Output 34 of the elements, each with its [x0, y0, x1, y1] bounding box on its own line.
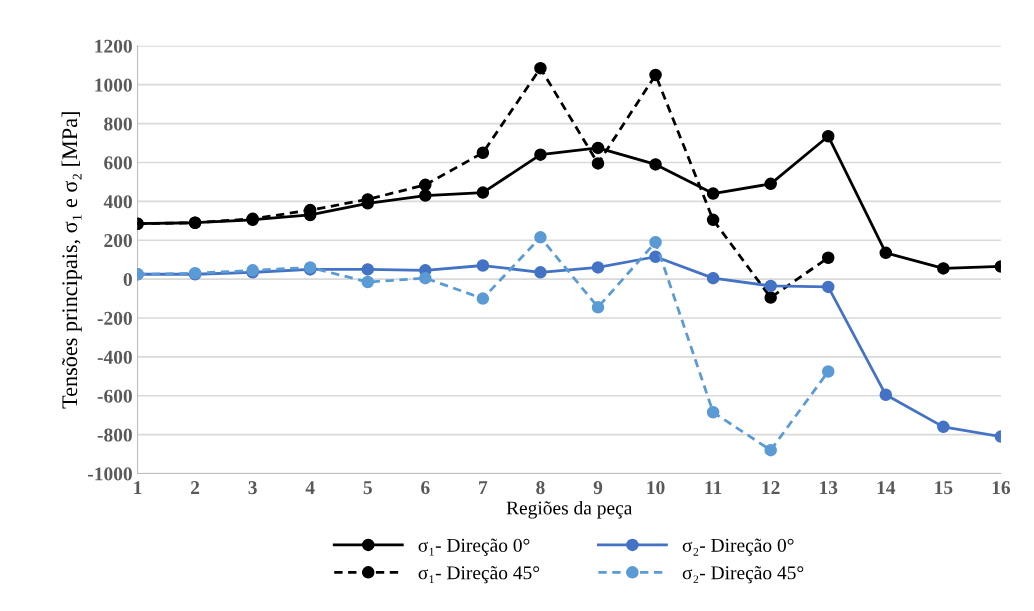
x-tick-label: 13 [820, 481, 838, 495]
y-tick-label: -200 [97, 311, 132, 325]
y-tick-label: -800 [97, 428, 132, 442]
x-tick-label: 10 [647, 481, 665, 495]
y-tick-label: -600 [97, 389, 132, 403]
legend-label: σ₁- Direção 45° [418, 566, 540, 584]
x-tick-label: 12 [762, 481, 780, 494]
x-tick-label: 8 [536, 481, 545, 495]
y-tick-label: 200 [104, 234, 132, 248]
y-tick-label: -400 [97, 350, 132, 364]
x-tick-label: 15 [935, 481, 953, 495]
y-tick-label: -1000 [88, 467, 132, 481]
x-tick-label: 1 [134, 481, 142, 494]
y-axis-title: Tensões principais, σ₁ e σ₂ [MPa] [61, 112, 82, 409]
y-tick-label: 600 [104, 156, 132, 170]
x-tick-label: 16 [992, 481, 1011, 495]
legend-label: σ₂- Direção 45° [682, 566, 804, 584]
x-axis-title: Regiões da peça [506, 500, 633, 519]
y-tick-label: 1000 [95, 78, 132, 92]
x-tick-label: 14 [877, 481, 896, 494]
y-tick-label: 0 [123, 272, 132, 287]
x-tick-label: 3 [248, 481, 257, 495]
x-tick-label: 4 [305, 481, 315, 494]
legend-label: σ₁- Direção 0° [418, 538, 530, 556]
x-tick-label: 9 [593, 481, 603, 495]
x-tick-label: 7 [479, 481, 488, 494]
x-tick-label: 6 [421, 481, 430, 495]
y-tick-label: 1200 [95, 39, 132, 53]
x-tick-label: 2 [191, 481, 200, 494]
y-tick-label: 400 [103, 195, 132, 209]
x-tick-label: 5 [363, 481, 372, 495]
x-tick-label: 11 [705, 481, 722, 494]
legend-label: σ₂- Direção 0° [682, 538, 794, 556]
y-tick-label: 800 [104, 117, 132, 131]
